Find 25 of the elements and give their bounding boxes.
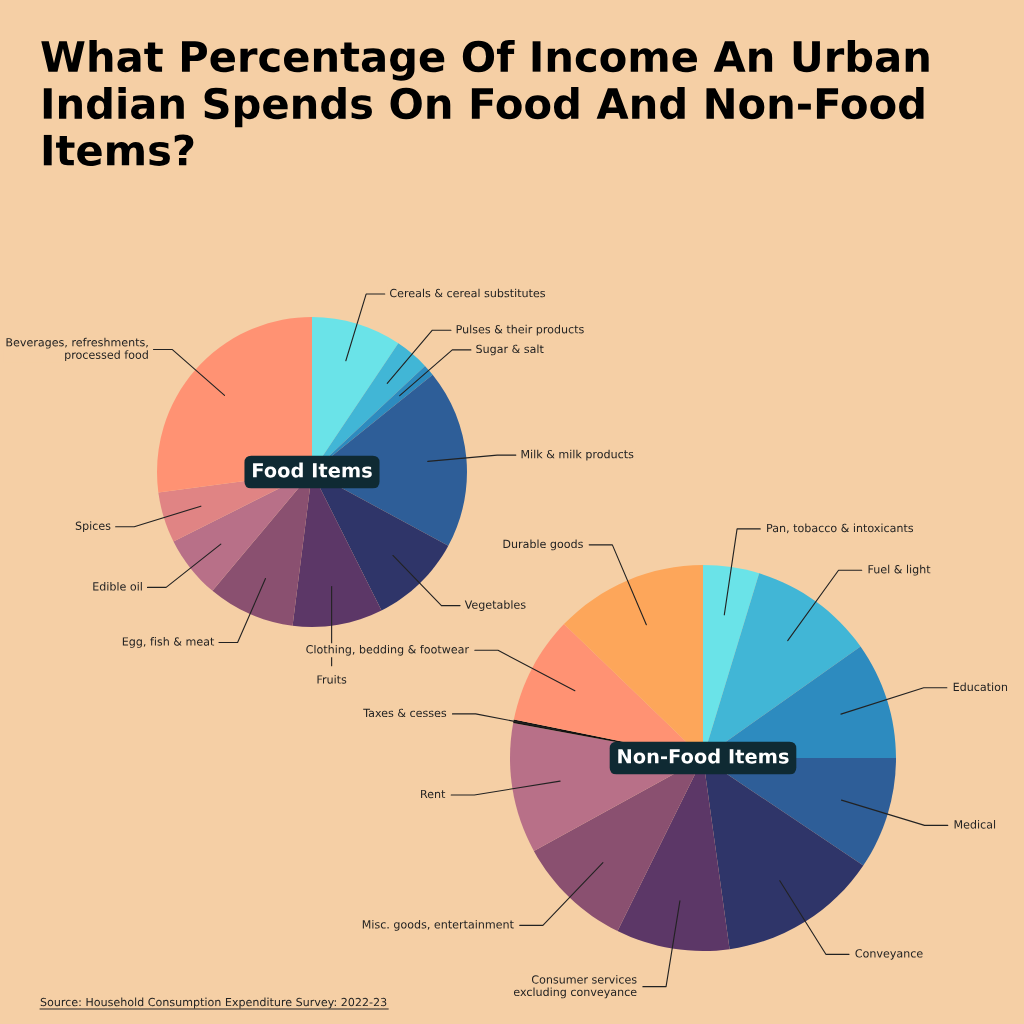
slice-label: Edible oil (93, 582, 142, 591)
slice-label: Consumer services excluding conveyance (513, 975, 637, 999)
slice-label: Sugar & salt (476, 344, 544, 356)
slice-label: Beverages, refreshments, processed food (6, 337, 148, 362)
slice-label: Durable goods (503, 539, 583, 551)
slice-label: Cereals & cereal substitutes (390, 288, 546, 298)
slice-label: Fruits (317, 675, 347, 684)
slice-label: Egg, fish & meat (122, 637, 215, 648)
slice-label: Misc. goods, entertainment (362, 919, 514, 931)
text: Non-Food Items (618, 748, 789, 764)
slice-label: Clothing, bedding & footwear (306, 644, 470, 656)
slice-label: Milk & milk products (521, 449, 634, 461)
slice-label: Spices (75, 521, 111, 533)
slice-label: Taxes & cesses (363, 708, 447, 718)
slice-label: Fuel & light (868, 564, 931, 576)
slice-label: Pulses & their products (456, 324, 584, 336)
slice-label: Education (953, 682, 1008, 692)
source-note: Source: Household Consumption Expenditure Survey: 2022-23 (40, 997, 387, 1009)
slice-label: Rent (421, 789, 446, 799)
slice-label: Medical (954, 820, 996, 829)
slice-label: Vegetables (464, 600, 526, 611)
slice-label: Pan, tobacco & intoxicants (767, 523, 914, 534)
text: What Percentage Of Income An Urban Indian Spends On Food And Non-Food Items? (41, 40, 929, 166)
text: Food Items (253, 462, 372, 478)
slice-label: Conveyance (855, 949, 923, 960)
